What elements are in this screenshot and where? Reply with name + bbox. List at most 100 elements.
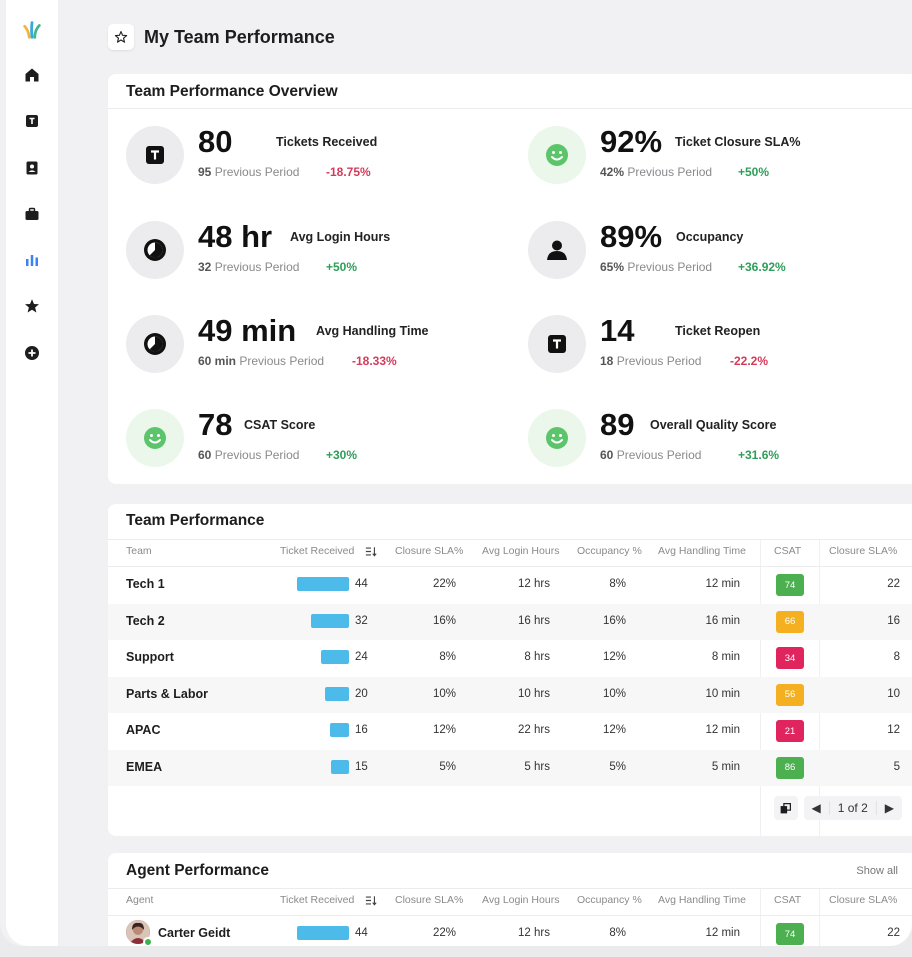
closure-sla: 12% <box>432 724 456 736</box>
ticket-bar <box>325 686 349 701</box>
previous-value: 32 <box>198 260 212 274</box>
closure-sla-value: 16 <box>887 614 900 627</box>
csat-badge: 56 <box>776 683 804 706</box>
metric-icon-circle <box>528 221 586 279</box>
divider <box>108 888 912 889</box>
metric-icon-circle <box>528 315 586 373</box>
column-header[interactable]: Occupancy % <box>577 894 642 906</box>
star-icon[interactable] <box>21 295 43 317</box>
metric-delta: -18.75% <box>326 165 371 179</box>
table-row[interactable]: Parts & Labor 20 10% 10 hrs 10% 10 min 5… <box>108 676 912 713</box>
divider <box>108 566 912 567</box>
avg-login-hours: 22 hrs <box>518 724 550 736</box>
next-page-button[interactable]: ▶ <box>884 801 894 815</box>
closure-sla: 8% <box>439 651 456 663</box>
table-row[interactable]: Support 24 8% 8 hrs 12% 8 min 34 8 <box>108 640 912 676</box>
avg-handling-time: 12 min <box>705 724 740 736</box>
metric-icon-circle <box>528 409 586 467</box>
metric-card: 89% Occupancy 65% Previous Period +36.92… <box>528 219 908 291</box>
metric-value: 80 <box>198 124 233 159</box>
table-row[interactable]: Tech 1 44 22% 12 hrs 8% 12 min 74 22 <box>108 567 912 603</box>
briefcase-icon[interactable] <box>21 203 43 225</box>
show-all-link[interactable]: Show all <box>856 865 898 877</box>
column-header[interactable]: Avg Login Hours <box>482 545 560 557</box>
occupancy: 8% <box>609 927 626 939</box>
online-status-dot <box>143 937 153 946</box>
user-icon <box>544 237 570 263</box>
divider <box>108 915 912 916</box>
row-name: Carter Geidt <box>158 926 231 940</box>
metric-card: 89 Overall Quality Score 60 Previous Per… <box>528 407 908 479</box>
ticket-count: 16 <box>355 724 368 736</box>
metric-value: 78 <box>198 407 233 442</box>
metric-card: 80 Tickets Received 95 Previous Period -… <box>126 124 506 196</box>
sort-icon[interactable] <box>365 544 377 562</box>
metric-label: CSAT Score <box>244 418 316 432</box>
previous-value: 60 <box>600 448 614 462</box>
table-row[interactable]: Tech 2 32 16% 16 hrs 16% 16 min 66 16 <box>108 603 912 640</box>
star-outline-icon <box>114 31 128 43</box>
metric-icon-circle <box>126 315 184 373</box>
column-header[interactable]: Ticket Received <box>280 894 355 906</box>
metric-card: 92% Ticket Closure SLA% 42% Previous Per… <box>528 124 908 196</box>
sort-icon[interactable] <box>365 893 377 911</box>
page-header: My Team Performance <box>108 24 335 50</box>
ticket-bar <box>297 926 349 940</box>
avg-login-hours: 10 hrs <box>518 687 550 700</box>
column-header[interactable]: Occupancy % <box>577 545 642 557</box>
closure-sla-value: 22 <box>887 578 900 590</box>
column-header[interactable]: Avg Handling Time <box>658 894 746 906</box>
metric-icon-circle <box>528 126 586 184</box>
column-header[interactable]: Agent <box>126 894 154 906</box>
avg-login-hours: 12 hrs <box>518 578 550 590</box>
previous-text: Previous Period <box>214 448 300 462</box>
column-header[interactable]: Closure SLA% <box>829 894 898 906</box>
column-header[interactable]: Closure SLA% <box>395 545 464 557</box>
closure-sla-value: 10 <box>887 687 900 700</box>
column-header[interactable]: Ticket Received <box>280 545 355 557</box>
metric-label: Overall Quality Score <box>650 418 777 432</box>
add-icon[interactable] <box>21 342 43 364</box>
chart-icon[interactable] <box>21 249 43 271</box>
row-name: APAC <box>126 723 161 737</box>
metric-value: 89% <box>600 219 663 254</box>
metric-delta: +36.92% <box>738 260 786 274</box>
column-header[interactable]: Avg Handling Time <box>658 545 746 557</box>
row-name: Tech 2 <box>126 613 165 628</box>
metric-value: 14 <box>600 313 635 348</box>
metric-label: Occupancy <box>676 230 744 244</box>
export-button[interactable] <box>773 796 798 820</box>
previous-value: 65% <box>600 260 625 274</box>
column-header[interactable]: Avg Login Hours <box>482 894 560 906</box>
column-header[interactable]: CSAT <box>774 545 802 557</box>
avg-handling-time: 12 min <box>705 927 740 939</box>
home-icon[interactable] <box>21 64 43 86</box>
metric-delta: +31.6% <box>738 448 780 462</box>
column-header[interactable]: Team <box>126 545 152 557</box>
contact-icon[interactable] <box>21 157 43 179</box>
occupancy: 12% <box>602 724 626 736</box>
row-name: Tech 1 <box>126 577 165 591</box>
prev-page-button[interactable]: ◀ <box>811 801 821 815</box>
metric-card: 48 hr Avg Login Hours 32 Previous Period… <box>126 219 506 291</box>
metric-label: Tickets Received <box>276 135 378 149</box>
clock-icon <box>142 237 168 263</box>
row-name: Support <box>126 650 174 664</box>
csat-badge: 86 <box>776 756 804 779</box>
column-header[interactable]: Closure SLA% <box>395 894 464 906</box>
previous-value: 18 <box>600 354 614 368</box>
table-row[interactable]: APAC 16 12% 22 hrs 12% 12 min 21 12 <box>108 713 912 749</box>
favorite-button[interactable] <box>108 24 134 50</box>
metric-previous: 32 Previous Period <box>198 260 299 274</box>
table-row[interactable]: EMEA 15 5% 5 hrs 5% 5 min 86 5 <box>108 749 912 786</box>
metric-label: Ticket Closure SLA% <box>675 135 801 149</box>
page-nav: ◀ 1 of 2 ▶ <box>803 796 902 820</box>
table-row[interactable]: Carter Geidt 44 22% 12 hrs 8% 12 min 74 … <box>108 916 912 946</box>
column-header[interactable]: CSAT <box>774 894 802 906</box>
smile-icon <box>142 425 168 451</box>
closure-sla: 5% <box>439 760 456 773</box>
main-content: My Team Performance Team Performance Ove… <box>58 0 912 946</box>
ticket-icon[interactable] <box>21 110 43 132</box>
closure-sla: 22% <box>432 578 456 590</box>
column-header[interactable]: Closure SLA% <box>829 545 898 557</box>
